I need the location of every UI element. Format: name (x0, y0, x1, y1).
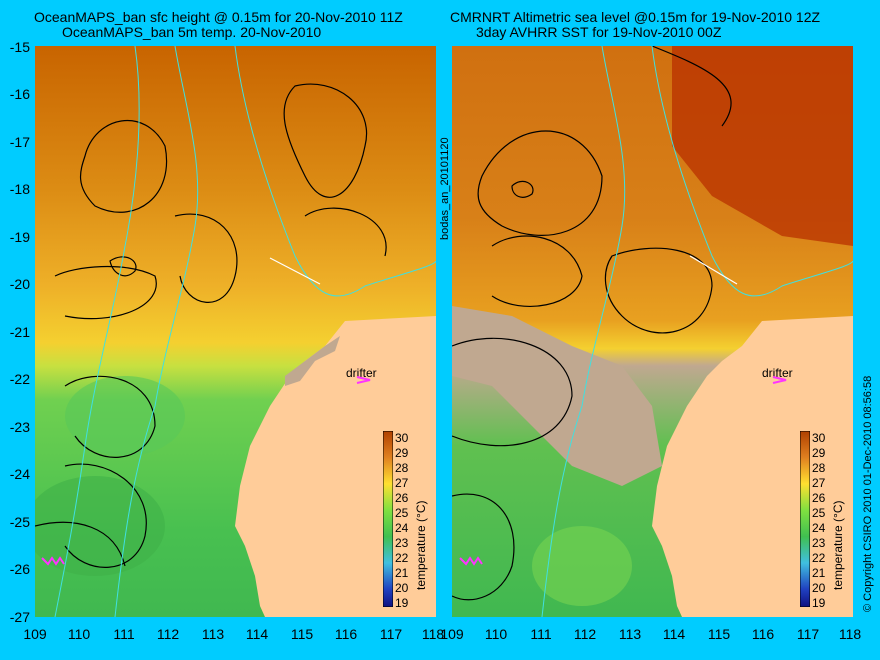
drifter-label-left: drifter (346, 366, 377, 380)
shelf-mask (285, 336, 340, 386)
lat-tick-label: -23 (9, 419, 30, 435)
lat-tick-label: -21 (9, 324, 30, 340)
right-title-line2: 3day AVHRR SST for 19-Nov-2010 00Z (476, 24, 722, 40)
drifter-arrow-icon (772, 376, 787, 384)
lat-tick-label: -25 (9, 514, 30, 530)
colorbar-tick: 23 (812, 536, 826, 550)
analysis-side-label: bodas_an_20101120 (439, 137, 451, 240)
lon-tick-label: 115 (290, 626, 314, 642)
colorbar-tick: 29 (395, 446, 409, 460)
left-title-line2: OceanMAPS_ban 5m temp. 20-Nov-2010 (62, 24, 322, 40)
lon-tick-label: 111 (530, 626, 552, 642)
lon-tick-label: 118 (838, 626, 862, 642)
colorbar-tick: 20 (812, 581, 826, 595)
left-title-line1: OceanMAPS_ban sfc height @ 0.15m for 20-… (34, 9, 403, 25)
colorbar-tick: 21 (395, 566, 409, 580)
lat-tick-label: -24 (9, 466, 30, 482)
colorbar-tick: 26 (395, 491, 409, 505)
colorbar-tick: 19 (812, 596, 826, 610)
lat-tick-label: -17 (9, 134, 30, 150)
lon-tick-label: 115 (707, 626, 731, 642)
colorbar-tick: 21 (812, 566, 826, 580)
lon-tick-label: 112 (156, 626, 180, 642)
colorbar-tick: 22 (395, 551, 409, 565)
copyright-label: © Copyright CSIRO 2010 01-Dec-2010 08:56… (862, 375, 874, 612)
drifter-track-icon (459, 556, 483, 566)
lon-tick-label: 111 (113, 626, 135, 642)
lat-tick-label: -15 (9, 39, 30, 55)
colorbar-tick: 20 (395, 581, 409, 595)
colorbar-tick: 25 (812, 506, 826, 520)
colorbar-tick: 30 (395, 431, 409, 445)
lat-tick-label: -22 (9, 371, 30, 387)
lon-tick-label: 114 (245, 626, 269, 642)
right-map-panel (452, 46, 853, 617)
lon-tick-label: 116 (751, 626, 775, 642)
colorbar-tick: 25 (395, 506, 409, 520)
colorbar-left-bar (383, 431, 393, 607)
colorbar-tick: 27 (812, 476, 826, 490)
lon-tick-label: 113 (618, 626, 642, 642)
colorbar-tick: 19 (395, 596, 409, 610)
colorbar-label: temperature (°C) (831, 500, 845, 591)
colorbar-tick: 27 (395, 476, 409, 490)
lon-tick-label: 118 (421, 626, 445, 642)
right-map (452, 46, 853, 617)
bathymetry-lines (541, 46, 853, 617)
ssh-contours (35, 83, 387, 568)
lon-tick-label: 113 (201, 626, 225, 642)
lat-tick-label: -27 (9, 609, 30, 625)
lat-tick-label: -19 (9, 229, 30, 245)
colorbar-tick: 24 (812, 521, 826, 535)
colorbar-tick: 28 (395, 461, 409, 475)
colorbar-tick: 23 (395, 536, 409, 550)
colorbar-tick: 29 (812, 446, 826, 460)
colorbar-right-bar (800, 431, 810, 607)
right-title-line1: CMRNRT Altimetric sea level @0.15m for 1… (450, 9, 821, 25)
lon-tick-label: 110 (484, 626, 508, 642)
lat-tick-label: -26 (9, 561, 30, 577)
lon-tick-label: 114 (662, 626, 686, 642)
colorbar-label: temperature (°C) (414, 500, 428, 591)
colorbar-tick: 26 (812, 491, 826, 505)
lon-tick-label: 116 (334, 626, 358, 642)
drifter-arrow-icon (356, 376, 371, 384)
colorbar-tick: 30 (812, 431, 826, 445)
colorbar-tick: 28 (812, 461, 826, 475)
lon-tick-label: 112 (573, 626, 597, 642)
lat-tick-label: -18 (9, 181, 30, 197)
drifter-track-icon (41, 556, 65, 566)
lat-tick-label: -20 (9, 276, 30, 292)
colorbar-tick: 22 (812, 551, 826, 565)
drifter-label-right: drifter (762, 366, 793, 380)
lon-tick-label: 117 (796, 626, 820, 642)
lon-tick-label: 109 (23, 626, 47, 642)
left-map-panel (35, 46, 436, 617)
left-map (35, 46, 436, 617)
lat-tick-label: -16 (9, 86, 30, 102)
lon-tick-label: 109 (440, 626, 464, 642)
colorbar-tick: 24 (395, 521, 409, 535)
lon-tick-label: 110 (67, 626, 91, 642)
lon-tick-label: 117 (379, 626, 403, 642)
